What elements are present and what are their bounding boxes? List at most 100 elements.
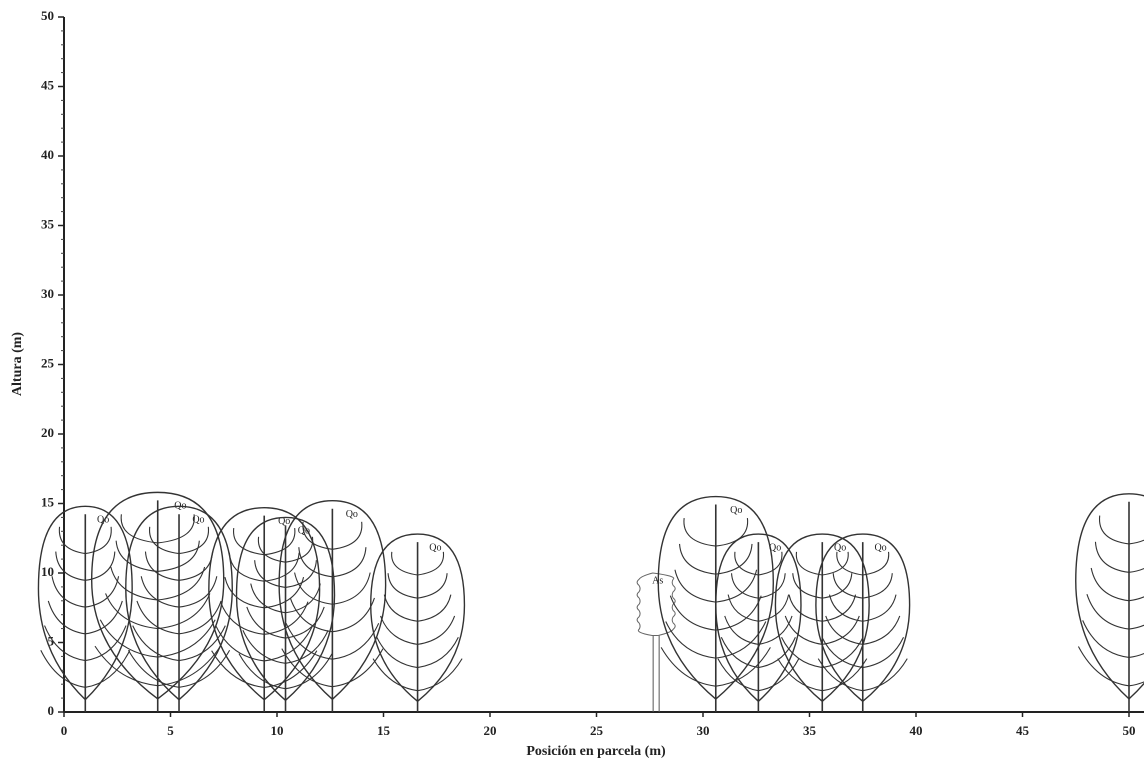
tree-label: Qo [874, 542, 886, 553]
branch [254, 560, 286, 589]
branch [40, 650, 86, 688]
branch [862, 658, 908, 692]
branch [178, 551, 214, 581]
branch [215, 625, 265, 662]
branch [715, 543, 753, 575]
crown [1075, 493, 1144, 700]
x-tick-label: 45 [1016, 723, 1030, 738]
branch [233, 528, 265, 556]
branch [784, 615, 823, 645]
crown [90, 491, 225, 700]
branch [294, 572, 333, 605]
branch [228, 552, 265, 582]
branch [758, 573, 786, 599]
x-tick-label: 0 [61, 723, 68, 738]
branch [715, 518, 749, 547]
branch [669, 595, 716, 631]
branch [178, 600, 222, 635]
branch [383, 594, 418, 622]
branch [1086, 593, 1130, 630]
branch [1077, 646, 1130, 687]
branch [298, 547, 333, 578]
branch [264, 650, 318, 689]
branch [105, 593, 158, 630]
y-tick-label: 5 [48, 633, 55, 648]
branch [85, 625, 127, 662]
branch [817, 658, 863, 692]
branch [836, 551, 863, 576]
branch [665, 621, 716, 659]
branch [289, 597, 333, 633]
crown [657, 495, 774, 700]
x-tick-label: 50 [1123, 723, 1136, 738]
branch [715, 621, 767, 659]
branch [157, 619, 216, 658]
branch [178, 526, 209, 555]
branch [372, 658, 418, 692]
branch [246, 606, 286, 639]
crown [636, 572, 676, 637]
branch [85, 600, 123, 635]
branch [862, 573, 893, 599]
branch [683, 518, 716, 547]
y-tick-label: 35 [41, 216, 55, 231]
branch [417, 637, 459, 669]
branch [127, 650, 180, 688]
branch [178, 576, 218, 608]
branch [781, 637, 823, 669]
branch [332, 623, 380, 660]
x-tick-label: 5 [167, 723, 174, 738]
branch [832, 573, 863, 599]
branch [862, 637, 905, 669]
tree-label: Qo [769, 542, 781, 553]
branch [178, 625, 226, 662]
branch [862, 551, 890, 576]
branch [132, 625, 180, 662]
branch [85, 576, 120, 608]
branch [734, 551, 759, 576]
branch [120, 514, 158, 544]
y-tick-label: 0 [48, 703, 55, 718]
branch [1128, 681, 1144, 687]
branch [380, 615, 418, 645]
branch [332, 648, 384, 688]
branch [417, 573, 448, 599]
branch [758, 551, 783, 576]
branch [238, 653, 286, 690]
crown [774, 533, 870, 703]
y-tick-label: 40 [41, 147, 54, 162]
tree-label: Qo [429, 542, 441, 553]
branch [332, 597, 375, 633]
branch [679, 543, 716, 575]
branch [281, 648, 333, 688]
branch [792, 573, 823, 599]
branch [1128, 567, 1144, 573]
y-tick-label: 15 [41, 494, 55, 509]
y-tick-label: 20 [41, 425, 54, 440]
branch [211, 650, 265, 689]
crown [370, 533, 466, 703]
branch [720, 637, 759, 669]
branch [758, 658, 800, 692]
branch [724, 615, 759, 645]
branch [1128, 539, 1144, 545]
branch [777, 658, 823, 692]
branch [828, 594, 863, 622]
branch [85, 551, 116, 581]
branch [674, 569, 716, 603]
branch [758, 637, 796, 669]
branch [332, 572, 371, 605]
branch [219, 601, 265, 635]
tree-label: Qo [192, 515, 204, 526]
branch [825, 615, 863, 645]
branch [788, 594, 823, 622]
crown [815, 533, 911, 703]
branch [157, 566, 206, 601]
branch [821, 637, 863, 669]
branch [822, 658, 868, 692]
x-tick-label: 25 [590, 723, 604, 738]
branch [417, 658, 463, 692]
branch [264, 552, 300, 582]
branch [715, 647, 771, 687]
